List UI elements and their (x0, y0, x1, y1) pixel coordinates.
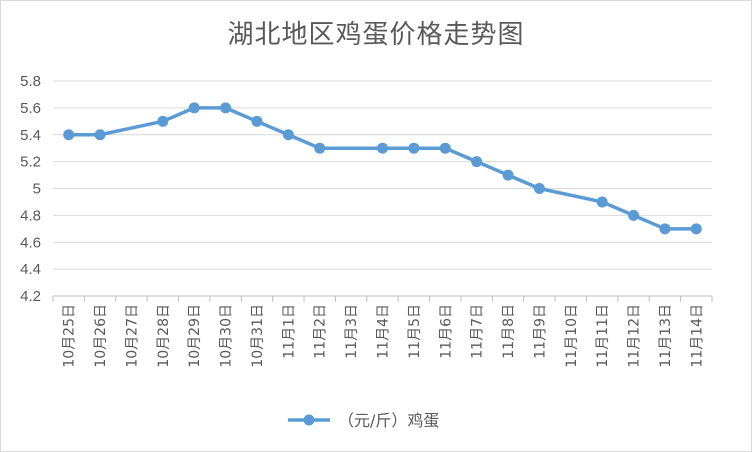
series-line (68, 106, 697, 231)
legend-marker (303, 414, 315, 426)
data-point (157, 115, 169, 127)
x-tick-label: 10月28日 (156, 304, 172, 368)
data-point (628, 209, 640, 221)
data-point (659, 223, 671, 235)
data-point (596, 196, 608, 208)
legend: （元/斤）鸡蛋 (288, 411, 439, 430)
x-tick-label: 10月29日 (187, 304, 203, 368)
data-point (94, 129, 106, 141)
data-point (502, 169, 514, 181)
y-tick-label: 4.4 (20, 261, 41, 278)
y-tick-label: 4.2 (20, 288, 41, 305)
data-point (471, 156, 483, 168)
x-tick-label: 11月12日 (627, 304, 643, 368)
x-tick-label: 11月6日 (438, 304, 454, 359)
x-axis-ticks: 10月25日 10月26日 10月27日 10月28日 10月29日 10月30日 10月3… (62, 304, 706, 368)
x-tick-label: 10月26日 (93, 304, 109, 368)
x-axis (52, 295, 713, 302)
x-tick-label: 11月13日 (658, 304, 674, 368)
y-tick-label: 5.4 (20, 127, 41, 144)
y-tick-label: 4.6 (20, 234, 41, 251)
x-tick-label: 11月10日 (564, 304, 580, 368)
y-axis-ticks: 4.2 4.4 4.6 4.8 5 5.2 5.4 5.6 5.8 (20, 73, 41, 305)
x-tick-label: 10月31日 (250, 304, 266, 368)
data-point (282, 129, 294, 141)
gridlines (53, 80, 712, 270)
x-tick-label: 10月27日 (124, 304, 140, 368)
x-tick-label: 11月2日 (313, 304, 329, 359)
chart-title: 湖北地区鸡蛋价格走势图 (227, 20, 525, 50)
x-tick-label: 11月3日 (344, 304, 360, 359)
data-point (377, 142, 388, 154)
data-point (220, 102, 232, 114)
y-tick-label: 5 (33, 181, 41, 198)
x-tick-label: 11月9日 (532, 304, 548, 359)
x-tick-label: 11月11日 (595, 304, 611, 368)
x-tick-label: 10月30日 (219, 304, 235, 368)
y-tick-label: 5.8 (20, 73, 41, 90)
data-point (314, 142, 326, 154)
data-point (408, 142, 420, 154)
legend-label: （元/斤）鸡蛋 (338, 411, 439, 430)
x-tick-label: 11月4日 (376, 304, 392, 359)
y-tick-label: 5.2 (20, 154, 41, 171)
x-tick-label: 11月1日 (281, 304, 297, 359)
x-tick-label: 11月5日 (407, 304, 423, 359)
data-point (533, 183, 545, 194)
series-layer (63, 102, 702, 235)
data-point (439, 142, 451, 154)
data-point (188, 102, 200, 114)
x-tick-label: 11月14日 (689, 304, 705, 368)
x-tick-label: 10月25日 (62, 304, 78, 368)
y-tick-label: 5.6 (20, 100, 41, 117)
data-point (63, 129, 75, 141)
y-tick-label: 4.8 (20, 207, 41, 224)
data-point (690, 223, 702, 235)
x-tick-label: 11月8日 (501, 304, 517, 359)
x-tick-label: 11月7日 (470, 304, 486, 359)
data-point (251, 115, 263, 127)
